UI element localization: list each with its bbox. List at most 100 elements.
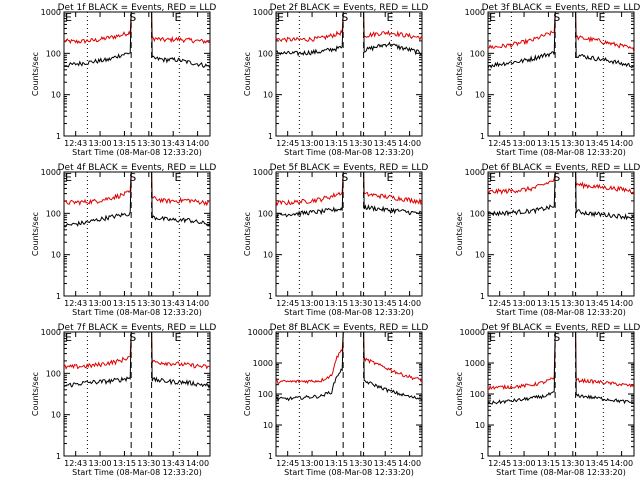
x-tick-label: 14:00 [398,139,421,148]
x-axis-label: Start Time (08-Mar-08 12:33:20) [72,148,202,157]
y-tick-label: 1000 [41,328,61,337]
y-tick-label: 100 [470,49,485,58]
y-axis-label: Counts/sec [455,372,464,416]
panel-title: Det 3f BLACK = Events, RED = LLD [482,3,640,13]
series-events-black [575,331,635,405]
x-tick-label: 13:30 [137,299,160,308]
x-axis-label: Start Time (08-Mar-08 12:33:20) [72,468,202,477]
series-lld-red [63,171,132,206]
y-tick-label: 10 [51,251,61,260]
series-events-black [487,171,556,217]
series-lld-red [363,11,423,41]
marker-label: E [65,11,72,24]
x-tick-label: 14:00 [398,299,421,308]
x-tick-label: 14:00 [398,459,421,468]
plot-frame [487,171,635,297]
x-tick-label: 13:00 [513,139,536,148]
plot-frame [63,11,211,137]
series-lld-red [151,171,211,207]
panel-3: Det 3f BLACK = Events, RED = LLD 1 10 100 10… [455,3,640,157]
y-tick-label: 1 [268,292,273,301]
series-lld-red [575,331,635,388]
series-lld-red [63,11,132,45]
x-tick-label: 14:00 [186,139,209,148]
y-tick-label: 1000 [465,168,485,177]
marker-label: E [489,331,496,344]
panel-title: Det 4f BLACK = Events, RED = LLD [58,163,217,173]
plot-frame [275,171,423,297]
x-tick-label: 13:30 [349,299,372,308]
y-tick-label: 1000 [253,359,273,368]
x-tick-label: 13:45 [374,139,397,148]
y-tick-label: 100 [258,209,273,218]
series-lld-red [275,331,344,385]
x-tick-label: 12:45 [488,299,511,308]
series-events-black [363,11,423,56]
panel-title: Det 9f BLACK = Events, RED = LLD [482,323,640,333]
y-tick-label: 10000 [248,328,273,337]
x-tick-label: 13:30 [349,139,372,148]
panel-1: Det 1f BLACK = Events, RED = LLD 1 10 100 10… [31,3,216,157]
marker-label: E [175,331,182,344]
panel-title: Det 5f BLACK = Events, RED = LLD [270,163,429,173]
x-tick-label: 14:00 [186,459,209,468]
x-tick-label: 13:15 [537,459,560,468]
panel-9: Det 9f BLACK = Events, RED = LLD 1 10 100 10… [455,323,640,477]
y-axis-label: Counts/sec [31,212,40,256]
y-tick-label: 100 [46,49,61,58]
x-tick-label: 12:45 [488,139,511,148]
y-tick-label: 1 [268,452,273,461]
y-tick-label: 1 [56,132,61,141]
x-axis-label: Start Time (08-Mar-08 12:33:20) [284,308,414,317]
y-tick-label: 100 [258,49,273,58]
x-tick-label: 12:45 [276,459,299,468]
y-tick-label: 100 [470,390,485,399]
series-lld-red [363,171,423,206]
series-events-black [487,11,556,69]
x-tick-label: 12:45 [488,459,511,468]
series-events-black [151,171,211,227]
marker-label: S [129,331,136,344]
x-tick-label: 13:15 [325,299,348,308]
marker-label: E [387,171,394,184]
panel-7: Det 7f BLACK = Events, RED = LLD 1 10 100 10… [31,323,216,477]
x-tick-label: 13:00 [301,139,324,148]
x-tick-label: 13:15 [113,139,136,148]
y-axis-label: Counts/sec [243,372,252,416]
series-lld-red [363,331,423,383]
marker-label: S [553,11,560,24]
x-tick-label: 13:43 [162,459,185,468]
series-lld-red [487,171,556,196]
x-tick-label: 14:00 [610,139,633,148]
series-events-black [63,11,132,68]
plot-frame [275,11,423,137]
x-axis-label: Start Time (08-Mar-08 12:33:20) [284,148,414,157]
y-tick-label: 10 [475,251,485,260]
x-tick-label: 13:00 [89,139,112,148]
series-events-black [575,11,635,69]
series-events-black [575,171,635,221]
x-tick-label: 13:15 [537,299,560,308]
marker-label: E [599,171,606,184]
y-axis-label: Counts/sec [243,212,252,256]
series-lld-red [487,331,556,391]
y-axis-label: Counts/sec [243,52,252,96]
y-axis-label: Counts/sec [31,372,40,416]
marker-label: E [599,331,606,344]
x-tick-label: 12:43 [64,139,87,148]
x-tick-label: 13:00 [513,459,536,468]
marker-label: E [175,11,182,24]
series-lld-red [487,11,556,50]
y-tick-label: 10 [51,411,61,420]
y-tick-label: 1000 [41,168,61,177]
y-tick-label: 1 [480,292,485,301]
y-tick-label: 10 [263,421,273,430]
x-tick-label: 13:45 [586,139,609,148]
x-axis-label: Start Time (08-Mar-08 12:33:20) [72,308,202,317]
x-tick-label: 13:30 [137,459,160,468]
panel-6: Det 6f BLACK = Events, RED = LLD 1 10 100 10… [455,163,640,317]
x-tick-label: 13:15 [113,459,136,468]
y-tick-label: 10000 [460,328,485,337]
y-tick-label: 1000 [41,8,61,17]
